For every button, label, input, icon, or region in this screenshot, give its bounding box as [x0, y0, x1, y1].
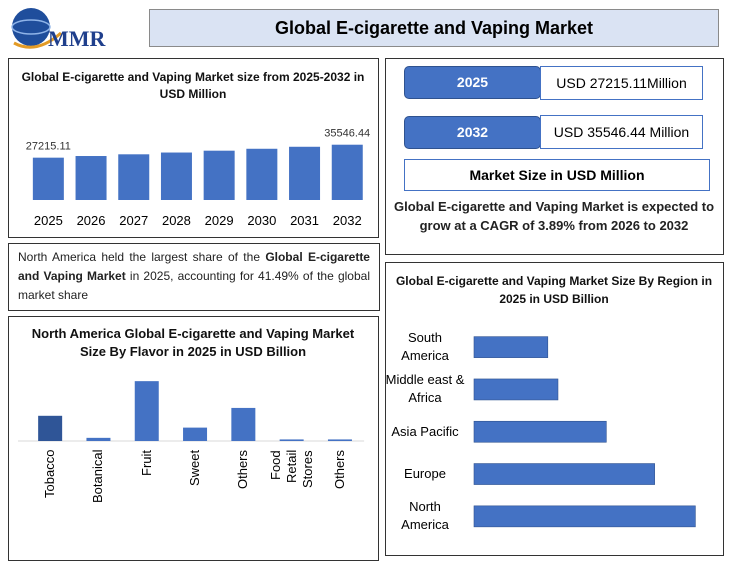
bar [183, 427, 208, 441]
bar [289, 146, 321, 200]
bar [473, 336, 549, 358]
bar [246, 148, 278, 200]
bar [32, 157, 64, 200]
globe-swoosh [13, 31, 62, 49]
note-part: Global E-cigarette and Vaping Market [18, 250, 370, 283]
bar [473, 420, 607, 443]
chart-title: Global E-cigarette and Vaping Market siz… [21, 70, 365, 101]
logo-text: MMR [48, 26, 106, 51]
x-tick-label: Sweet [187, 450, 203, 487]
x-tick-label: Others [235, 450, 251, 490]
bar [86, 437, 111, 441]
cagr-note: Global E-cigarette and Vaping Market is … [393, 199, 715, 233]
x-tick-label: Tobacco [42, 450, 58, 499]
x-tick-label: 2029 [204, 213, 234, 228]
bar [473, 378, 559, 401]
logo-globe [11, 8, 62, 49]
header-title: Global E-cigarette and Vaping Market [149, 9, 719, 47]
stat-caption: Market Size in USD Million [404, 159, 710, 191]
bar [331, 144, 363, 200]
y-tick-label: Asia Pacific [391, 423, 459, 439]
chart-title: Global E-cigarette and Vaping Market Siz… [395, 274, 713, 306]
bar [473, 463, 655, 485]
bar [118, 154, 150, 200]
chart-title: North America Global E-cigarette and Vap… [31, 326, 355, 359]
y-tick-label: South America [401, 330, 449, 364]
x-tick-label: 2032 [332, 213, 362, 228]
panel-note [8, 243, 380, 311]
stat-year: 2032 [404, 116, 541, 149]
x-tick-label: Food Retail Stores [267, 450, 315, 488]
y-tick-label: Europe [404, 466, 446, 482]
bar [38, 415, 63, 441]
stat-value: USD 35546.44 Million [540, 115, 703, 149]
stat-year: 2025 [404, 66, 541, 99]
bar [203, 150, 235, 200]
bar [279, 439, 304, 441]
x-tick-label: 2026 [76, 213, 106, 228]
bar [327, 439, 352, 441]
x-tick-label: 2028 [161, 213, 191, 228]
globe-ring [11, 19, 51, 35]
bar [473, 505, 696, 528]
note-part: in 2025, accounting for 41.49% of the gl… [18, 269, 370, 302]
bar [231, 407, 256, 441]
bar [134, 381, 159, 441]
x-tick-label: 2027 [119, 213, 149, 228]
globe [12, 8, 50, 46]
value-label: 27215.11 [26, 141, 71, 153]
bar [75, 156, 107, 200]
note-part: North America held the largest share of … [18, 250, 266, 264]
x-tick-label: 2025 [33, 213, 63, 228]
x-tick-label: 2031 [290, 213, 319, 228]
note-text: North America held the largest share of … [18, 248, 370, 305]
x-tick-label: 2030 [247, 213, 277, 228]
x-tick-label: Botanical [90, 450, 106, 504]
bar [160, 152, 192, 200]
stat-value: USD 27215.11Million [540, 66, 703, 100]
x-tick-label: Fruit [138, 450, 154, 476]
x-tick-label: Others [331, 450, 347, 490]
y-tick-label: Middle east & Africa [385, 372, 465, 406]
y-tick-label: North America [401, 499, 449, 533]
value-label: 35546.44 [324, 128, 370, 140]
